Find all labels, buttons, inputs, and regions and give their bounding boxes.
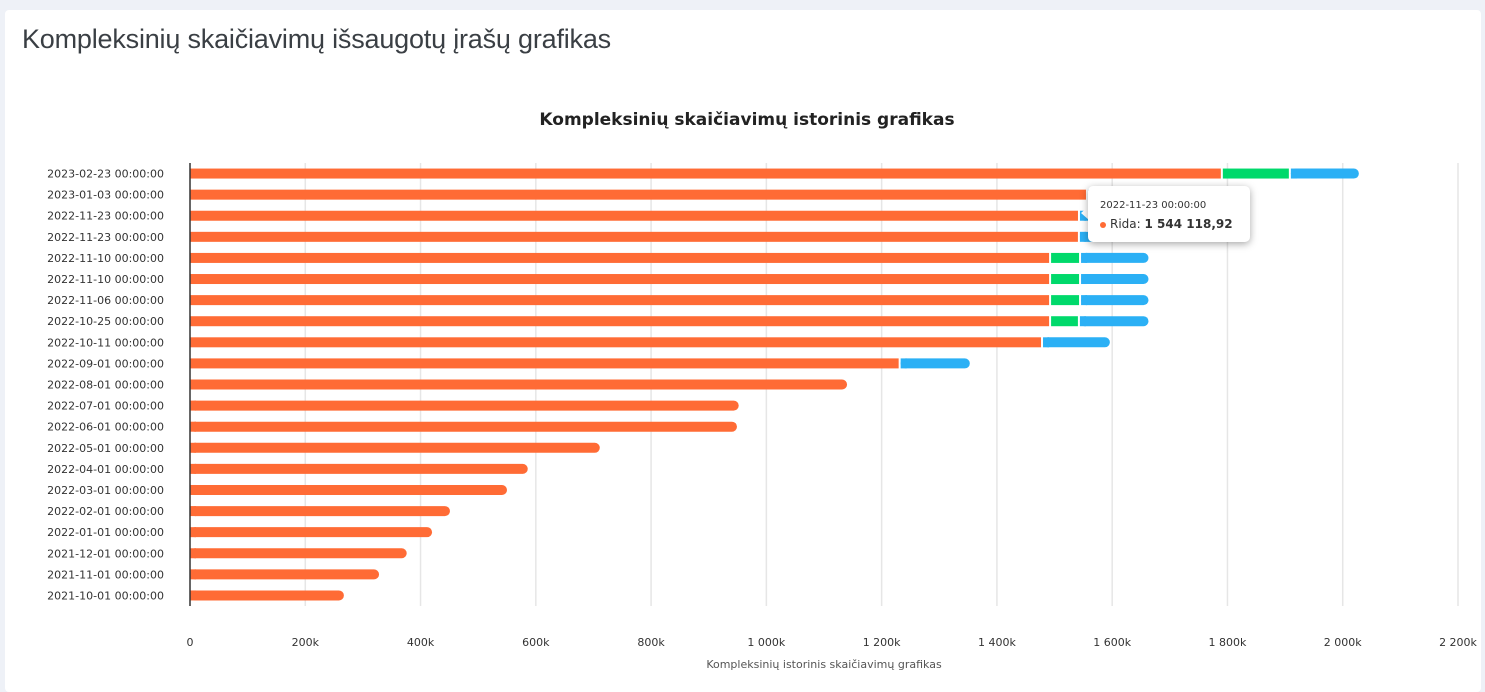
y-tick-label: 2023-01-03 00:00:00 <box>47 189 164 202</box>
bar-segment <box>190 569 380 580</box>
bar-segment <box>190 168 1221 179</box>
bar-segment-join <box>1081 295 1088 306</box>
y-tick-label: 2023-02-23 00:00:00 <box>47 168 164 181</box>
bar-segment <box>190 590 344 601</box>
bar-segment <box>190 337 1042 348</box>
x-tick-label: 2 000k <box>1324 636 1362 649</box>
y-tick-label: 2022-01-01 00:00:00 <box>47 526 164 539</box>
bar-segment <box>190 210 1078 221</box>
tooltip-date: 2022-11-23 00:00:00 <box>1100 200 1207 211</box>
bar-segment <box>1079 316 1149 327</box>
y-tick-label: 2022-09-01 00:00:00 <box>47 357 164 370</box>
bar-segment-join <box>190 548 196 559</box>
y-tick-label: 2022-11-23 00:00:00 <box>47 210 164 223</box>
bar-segment <box>190 252 1050 263</box>
y-tick-label: 2022-08-01 00:00:00 <box>47 379 164 392</box>
bar-segment-join <box>190 379 196 390</box>
bar-segment <box>1051 252 1080 263</box>
bar-segment-join <box>1081 252 1088 263</box>
x-tick-label: 200k <box>292 636 320 649</box>
bar-segment <box>1081 274 1149 285</box>
tooltip-series: Rida: <box>1110 217 1141 231</box>
bar-segment <box>1081 295 1149 306</box>
bar-segment <box>190 189 1086 200</box>
bar-segment <box>1222 168 1289 179</box>
x-tick-label: 1 200k <box>863 636 901 649</box>
tooltip: 2022-11-23 00:00:00 Rida: 1 544 118,92 <box>1088 186 1250 242</box>
bar-segment-join <box>1290 168 1297 179</box>
bar-segment <box>190 358 899 369</box>
bar-segment <box>190 527 433 538</box>
bar-segment <box>190 379 848 390</box>
bar-segment-join <box>190 590 196 601</box>
series-dot-icon <box>1100 221 1106 228</box>
bar-segment-join <box>190 421 196 432</box>
bar-segment-join <box>1081 274 1088 285</box>
y-tick-label: 2022-04-01 00:00:00 <box>47 463 164 476</box>
x-tick-label: 800k <box>637 636 665 649</box>
bar-segment <box>1051 274 1080 285</box>
bar-segment <box>1290 168 1359 179</box>
y-tick-label: 2022-07-01 00:00:00 <box>47 400 164 413</box>
bar-segment <box>190 506 450 517</box>
bar-segment <box>1051 316 1078 327</box>
bar-segment <box>190 442 600 453</box>
bar-segment <box>190 400 739 411</box>
y-tick-label: 2022-10-11 00:00:00 <box>47 336 164 349</box>
bar-segment-join <box>190 484 196 495</box>
y-tick-label: 2022-10-25 00:00:00 <box>47 315 164 328</box>
x-tick-label: 1 800k <box>1209 636 1247 649</box>
x-tick-label: 600k <box>522 636 550 649</box>
bar-segment-join <box>190 442 196 453</box>
bar-segment-join <box>190 569 196 580</box>
bar-segment <box>190 484 507 495</box>
page-title: Kompleksinių skaičiavimų išsaugotų įrašų… <box>22 24 611 54</box>
y-tick-label: 2021-10-01 00:00:00 <box>47 589 164 602</box>
bar-segment <box>190 231 1078 242</box>
bar-segment-join <box>190 463 196 474</box>
tooltip-row: Rida: 1 544 118,92 <box>1100 217 1233 231</box>
bar-segment <box>190 316 1050 327</box>
y-tick-label: 2022-06-01 00:00:00 <box>47 421 164 434</box>
x-tick-label: 0 <box>187 636 194 649</box>
bar-segment <box>900 358 970 369</box>
bar-segment <box>190 295 1050 306</box>
y-tick-label: 2022-03-01 00:00:00 <box>47 484 164 497</box>
bar-segment-join <box>1079 316 1086 327</box>
tooltip-value: 1 544 118,92 <box>1144 217 1233 231</box>
bar-segment-join <box>190 400 196 411</box>
bar-segment <box>1081 252 1149 263</box>
y-tick-label: 2021-11-01 00:00:00 <box>47 568 164 581</box>
y-tick-label: 2022-11-10 00:00:00 <box>47 273 164 286</box>
y-tick-label: 2022-05-01 00:00:00 <box>47 442 164 455</box>
y-tick-label: 2022-02-01 00:00:00 <box>47 505 164 518</box>
bar-segment <box>190 463 528 474</box>
chart-title: Kompleksinių skaičiavimų istorinis grafi… <box>539 110 954 130</box>
x-tick-label: 1 600k <box>1093 636 1131 649</box>
x-tick-label: 2 200k <box>1439 636 1477 649</box>
bar-segment-join <box>1043 337 1050 348</box>
bar-segment-join <box>190 527 196 538</box>
bar-segment <box>190 421 737 432</box>
bar-segment <box>1051 295 1080 306</box>
x-tick-label: 1 400k <box>978 636 1016 649</box>
bar-segment <box>190 548 407 559</box>
bar-segment-join <box>1079 231 1086 242</box>
y-tick-label: 2021-12-01 00:00:00 <box>47 547 164 560</box>
y-tick-label: 2022-11-06 00:00:00 <box>47 294 164 307</box>
x-tick-label: 1 000k <box>747 636 785 649</box>
x-tick-label: 400k <box>407 636 435 649</box>
y-tick-label: 2022-11-23 00:00:00 <box>47 231 164 244</box>
tooltip-arrow <box>1081 206 1089 220</box>
x-axis-label: Kompleksinių istorinis skaičiavimų grafi… <box>706 658 942 671</box>
bar-segment <box>190 274 1050 285</box>
bar-segment <box>1043 337 1110 348</box>
bar-segment-join <box>900 358 907 369</box>
y-tick-label: 2022-11-10 00:00:00 <box>47 252 164 265</box>
bar-segment-join <box>190 506 196 517</box>
